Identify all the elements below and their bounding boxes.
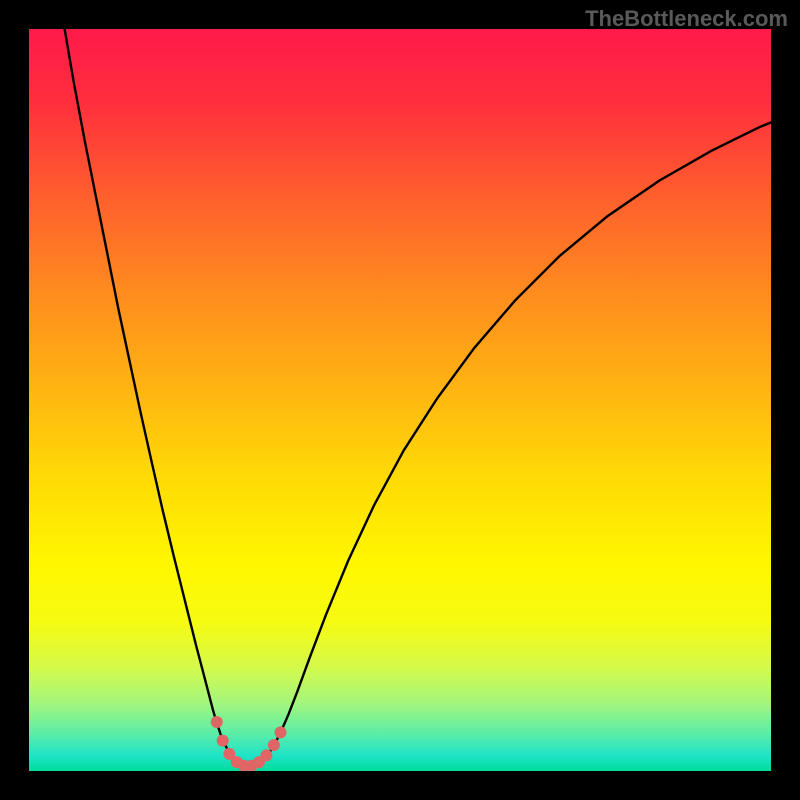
dip-marker [275, 726, 287, 738]
dip-marker [268, 739, 280, 751]
dip-marker [217, 735, 229, 747]
dip-marker [260, 749, 272, 761]
left-curve [65, 29, 249, 767]
watermark-text: TheBottleneck.com [585, 6, 788, 32]
right-curve [249, 122, 771, 766]
dip-markers-group [211, 716, 287, 771]
curves-svg [29, 29, 771, 771]
dip-marker [211, 716, 223, 728]
plot-area [29, 29, 771, 771]
